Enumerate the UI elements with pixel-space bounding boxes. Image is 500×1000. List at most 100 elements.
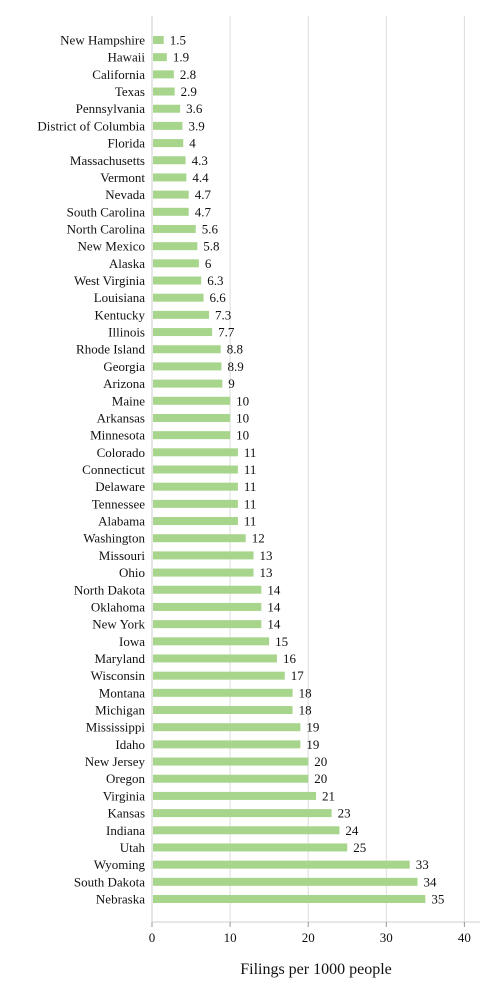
x-axis: 0 10 20 30 40	[149, 16, 480, 945]
value-label: 7.7	[218, 325, 235, 340]
bar	[153, 654, 277, 663]
value-label: 3.9	[188, 118, 204, 133]
bar	[153, 190, 189, 199]
bar	[153, 224, 196, 233]
bar	[153, 602, 262, 611]
x-tick-label: 0	[149, 930, 156, 945]
bar	[153, 826, 340, 835]
bar	[153, 87, 175, 96]
category-label: District of Columbia	[37, 118, 145, 133]
value-label: 13	[260, 548, 273, 563]
category-label: New Jersey	[85, 754, 146, 769]
bar	[153, 242, 198, 251]
bar	[153, 276, 202, 285]
value-label: 6.3	[207, 273, 223, 288]
category-label: Arkansas	[97, 410, 145, 425]
bar	[153, 620, 262, 629]
category-label: Massachusetts	[70, 153, 145, 168]
category-label: Washington	[83, 531, 145, 546]
bar	[153, 431, 231, 440]
value-label: 11	[244, 514, 257, 529]
value-label: 8.9	[228, 359, 244, 374]
category-label: Ohio	[119, 565, 145, 580]
bar	[153, 843, 348, 852]
value-label: 34	[424, 874, 438, 889]
bar	[153, 757, 309, 766]
value-label: 21	[322, 788, 335, 803]
category-label: Connecticut	[82, 462, 145, 477]
value-label: 18	[299, 685, 312, 700]
value-label: 9	[228, 376, 235, 391]
category-label: Nebraska	[96, 892, 145, 907]
category-label: South Carolina	[67, 204, 146, 219]
category-label: Nevada	[105, 187, 145, 202]
bar	[153, 156, 186, 165]
category-label: Kansas	[107, 806, 145, 821]
bar	[153, 413, 231, 422]
value-label: 20	[314, 771, 327, 786]
category-label: Michigan	[95, 703, 145, 718]
bar	[153, 293, 204, 302]
bar	[153, 465, 238, 474]
category-label: Minnesota	[90, 428, 145, 443]
category-label: North Dakota	[74, 582, 145, 597]
category-label: Oklahoma	[91, 599, 145, 614]
bar	[153, 688, 293, 697]
value-label: 13	[260, 565, 273, 580]
value-label: 12	[252, 531, 265, 546]
value-label: 1.9	[173, 50, 189, 65]
bar	[153, 637, 270, 646]
bar	[153, 551, 254, 560]
category-label: Indiana	[106, 823, 145, 838]
category-label: Utah	[120, 840, 146, 855]
category-label: Alabama	[98, 514, 145, 529]
category-label: Iowa	[119, 634, 145, 649]
value-label: 11	[244, 479, 257, 494]
category-label: Montana	[99, 685, 145, 700]
gridlines	[229, 16, 465, 922]
category-label: Arizona	[103, 376, 145, 391]
value-label: 25	[353, 840, 366, 855]
bar	[153, 499, 238, 508]
category-label: Illinois	[108, 325, 145, 340]
value-label: 8.8	[227, 342, 243, 357]
x-tick-label: 40	[458, 930, 471, 945]
category-label: Virginia	[103, 788, 146, 803]
bar	[153, 379, 223, 388]
category-label: Maine	[112, 393, 145, 408]
value-label: 1.5	[170, 33, 186, 48]
category-label: Wyoming	[94, 857, 146, 872]
bar	[153, 895, 426, 903]
category-labels: New Hampshire Hawaii California Texas Pennsy…	[37, 33, 145, 907]
category-label: Maryland	[94, 651, 145, 666]
bar	[153, 517, 238, 526]
bar	[153, 207, 189, 216]
value-label: 23	[338, 806, 351, 821]
bar	[153, 448, 238, 457]
bars	[153, 36, 426, 903]
value-label: 11	[244, 445, 257, 460]
value-label: 11	[244, 462, 257, 477]
value-label: 4.7	[195, 187, 212, 202]
category-label: Delaware	[95, 479, 145, 494]
value-label: 7.3	[215, 307, 231, 322]
category-label: Alaska	[109, 256, 145, 271]
value-label: 24	[345, 823, 359, 838]
bar	[153, 345, 221, 354]
x-tick-label: 30	[380, 930, 393, 945]
value-label: 6	[205, 256, 212, 271]
value-label: 3.6	[186, 101, 203, 116]
bar	[153, 173, 187, 182]
value-label: 14	[267, 617, 281, 632]
bar	[153, 723, 301, 732]
bar	[153, 585, 262, 594]
bar	[153, 104, 181, 113]
category-label: North Carolina	[67, 221, 146, 236]
value-label: 17	[291, 668, 305, 683]
category-label: New Hampshire	[60, 33, 145, 48]
category-label: Florida	[107, 136, 145, 151]
bar	[153, 706, 293, 715]
category-label: Tennessee	[92, 496, 145, 511]
value-label: 15	[275, 634, 288, 649]
